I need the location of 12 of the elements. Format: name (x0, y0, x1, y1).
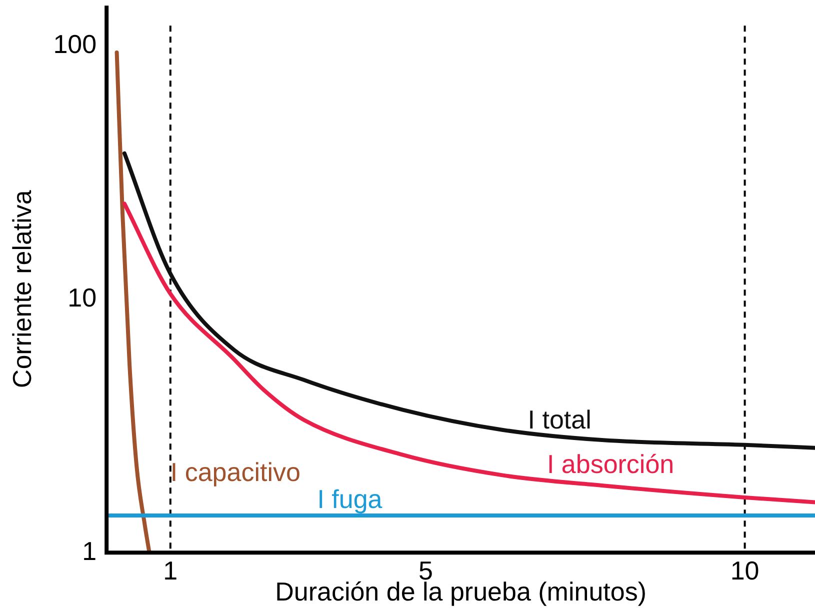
series-label: I fuga (317, 484, 383, 514)
line-series (122, 151, 815, 450)
y-tick-label: 1 (82, 536, 97, 566)
line-series (114, 50, 152, 553)
y-tick-label: 100 (53, 28, 97, 59)
series-label: I absorción (546, 448, 674, 479)
y-tick-label: 10 (68, 282, 97, 312)
y-axis-title: Corriente relativa (6, 190, 37, 388)
x-tick-label: 1 (163, 555, 178, 586)
series-label: I capacitivo (170, 456, 300, 487)
series-label: I total (528, 404, 592, 434)
x-tick-label: 10 (730, 555, 760, 586)
